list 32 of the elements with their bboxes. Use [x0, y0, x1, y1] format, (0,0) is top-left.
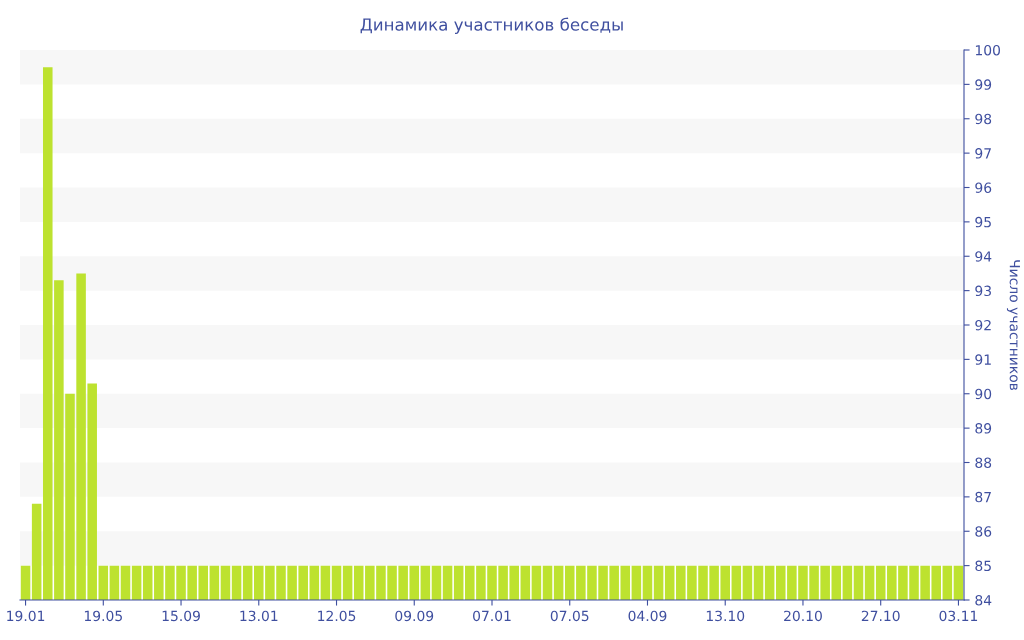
y-tick-label: 91 — [975, 354, 991, 365]
y-axis-title: Число участников — [1006, 260, 1020, 391]
x-tick-label: 04.09 — [628, 610, 667, 622]
x-tick-label: 13.10 — [706, 610, 745, 622]
x-tick-label: 07.01 — [473, 610, 511, 622]
y-tick-label: 90 — [975, 388, 992, 400]
y-tick-label: 92 — [975, 319, 991, 331]
x-tick-label: 15.09 — [162, 610, 200, 622]
y-tick-label: 95 — [975, 216, 991, 228]
x-tick-label: 19.05 — [84, 610, 122, 622]
x-tick-label: 27.10 — [861, 610, 900, 622]
x-tick-label: 07.05 — [550, 610, 589, 622]
x-tick-label: 13.01 — [240, 610, 278, 622]
y-tick-label: 87 — [975, 491, 991, 503]
y-tick-label: 88 — [975, 457, 992, 468]
y-tick-label: 97 — [975, 148, 991, 159]
y-tick-label: 93 — [975, 285, 991, 297]
x-tick-label: 20.10 — [784, 610, 822, 622]
y-tick-label: 85 — [975, 560, 991, 572]
y-tick-label: 96 — [975, 182, 992, 193]
x-tick-label: 09.09 — [395, 610, 434, 622]
y-tick-label: 98 — [975, 113, 992, 125]
x-tick-label: 03.11 — [939, 610, 978, 622]
y-tick-label: 100 — [975, 44, 1000, 56]
y-tick-label: 94 — [975, 251, 992, 262]
x-tick-label: 12.05 — [318, 610, 356, 622]
y-tick-label: 84 — [975, 594, 992, 606]
y-tick-label: 99 — [975, 79, 992, 90]
y-tick-label: 86 — [975, 526, 992, 537]
x-tick-label: 19.01 — [7, 610, 45, 622]
y-tick-label: 89 — [975, 423, 992, 434]
chart-title: Динамика участников беседы — [360, 17, 623, 35]
